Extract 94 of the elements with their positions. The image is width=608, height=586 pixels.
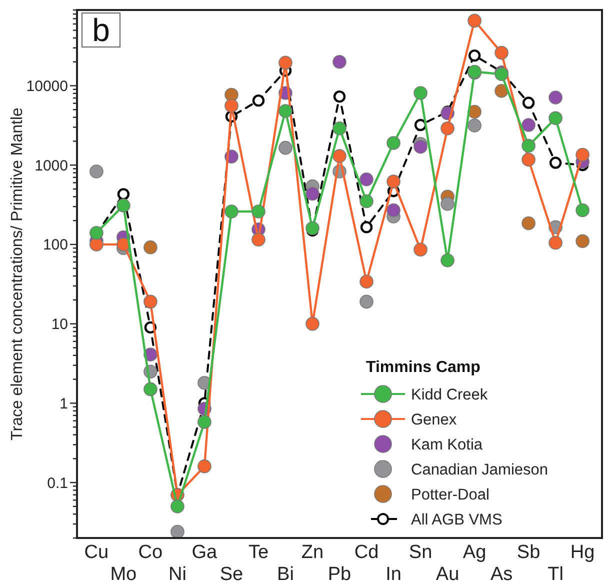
point xyxy=(548,90,562,104)
point xyxy=(440,196,454,211)
y-tick-label: 10 xyxy=(51,316,68,334)
point xyxy=(116,238,130,252)
point xyxy=(360,221,373,234)
x-tick-label: Ag xyxy=(462,542,486,563)
point xyxy=(360,294,374,309)
y-tick-label: 100 xyxy=(42,236,68,254)
x-tick-label: Te xyxy=(248,542,269,563)
point xyxy=(170,524,184,539)
point xyxy=(549,156,562,169)
point xyxy=(144,294,158,309)
y-tick-label: 10000 xyxy=(26,78,68,95)
x-tick-label: Cd xyxy=(354,542,379,563)
x-tick-label: Co xyxy=(138,542,163,563)
x-tick-label: Ga xyxy=(192,542,218,563)
x-tick-label: Bi xyxy=(277,564,294,585)
point xyxy=(198,459,212,474)
point xyxy=(224,98,238,113)
point xyxy=(117,188,130,200)
legend-title: Timmins Camp xyxy=(366,359,481,376)
legend-label: Genex xyxy=(411,411,457,428)
legend-label: All AGB VMS xyxy=(411,511,502,528)
point xyxy=(306,316,320,331)
point xyxy=(414,242,428,257)
point xyxy=(252,94,265,107)
point xyxy=(494,84,508,98)
point xyxy=(278,104,292,118)
legend-label: Kam Kotia xyxy=(411,436,483,454)
point xyxy=(170,500,184,514)
point xyxy=(386,174,400,188)
x-tick-label: As xyxy=(490,564,513,585)
y-axis-title: Trace element concentrations/ Primitive Mantle xyxy=(9,107,26,440)
point xyxy=(522,216,536,230)
x-tick-label: Se xyxy=(220,564,244,585)
point xyxy=(522,96,535,109)
point xyxy=(548,111,562,126)
point xyxy=(252,204,266,218)
legend-label: Canadian Jamieson xyxy=(411,461,548,478)
x-tick-label: Ni xyxy=(168,564,186,585)
point xyxy=(468,14,482,28)
point xyxy=(414,86,428,100)
point xyxy=(278,56,292,70)
x-tick-label: In xyxy=(386,564,402,585)
point xyxy=(306,186,320,201)
point xyxy=(576,234,590,248)
legend-label: Potter-Doal xyxy=(411,486,490,504)
point xyxy=(468,118,482,132)
point xyxy=(386,203,400,218)
point xyxy=(90,164,104,178)
y-tick-label: 1 xyxy=(60,395,68,412)
y-tick-label: 1000 xyxy=(34,157,68,174)
point xyxy=(522,118,536,132)
x-tick-label: Tl xyxy=(548,564,564,585)
x-tick-label: Zn xyxy=(301,542,324,563)
x-tick-label: Cu xyxy=(84,542,109,563)
point xyxy=(306,221,320,236)
point xyxy=(360,274,374,289)
point xyxy=(224,204,238,218)
point xyxy=(144,240,158,254)
legend-label: Kidd Creek xyxy=(411,386,488,404)
y-tick-label: 0.1 xyxy=(47,474,68,492)
point xyxy=(360,194,374,208)
x-tick-label: Sn xyxy=(408,542,432,563)
x-tick-label: Sb xyxy=(516,542,540,563)
point xyxy=(278,140,292,155)
x-tick-label: Au xyxy=(436,564,460,585)
point xyxy=(522,152,536,167)
point xyxy=(414,118,427,132)
point xyxy=(414,140,428,154)
point xyxy=(332,149,346,163)
x-tick-label: Hg xyxy=(570,542,595,563)
point xyxy=(440,121,454,136)
point xyxy=(144,382,158,396)
point xyxy=(386,136,400,150)
point xyxy=(468,49,481,62)
point xyxy=(252,232,266,247)
x-tick-label: Mo xyxy=(110,564,137,585)
point xyxy=(116,198,130,212)
x-tick-label: Pb xyxy=(328,564,352,585)
annotation: b xyxy=(92,12,110,48)
point xyxy=(332,54,346,69)
point xyxy=(333,90,346,103)
point xyxy=(576,203,590,218)
point xyxy=(548,236,562,250)
point xyxy=(440,253,454,268)
point xyxy=(90,226,104,240)
point xyxy=(360,172,374,186)
point xyxy=(90,238,104,252)
point xyxy=(494,46,508,60)
point xyxy=(522,138,536,153)
point xyxy=(576,148,590,162)
point xyxy=(332,121,346,136)
point xyxy=(198,415,212,429)
